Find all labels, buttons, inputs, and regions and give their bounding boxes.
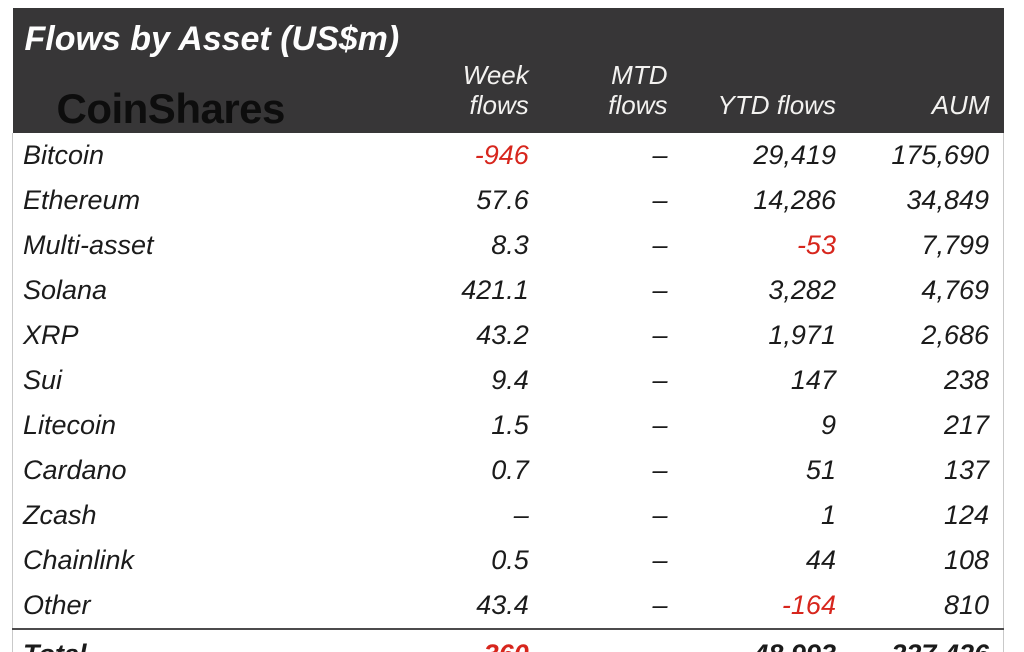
- week-flows-cell: 8.3: [491, 229, 529, 260]
- col-header-aum: AUM: [839, 90, 1004, 133]
- mtd-flows-cell: –: [652, 229, 668, 260]
- week-flows-cell: 57.6: [476, 184, 529, 215]
- week-flows-cell: 1.5: [491, 409, 529, 440]
- col-header-ytd-spacer: [671, 61, 840, 91]
- aum-cell: 2,686: [839, 312, 1004, 358]
- ytd-flows-cell: 44: [805, 544, 836, 575]
- week-flows-cell: 0.7: [491, 454, 529, 485]
- total-row: Total -360 – 48,993 227,426: [11, 627, 1004, 652]
- table-row: Bitcoin -946 – 29,419 175,690: [11, 132, 1004, 178]
- asset-name-cell: Zcash: [11, 492, 409, 538]
- table-row: Chainlink 0.5 – 44 108: [11, 537, 1004, 583]
- ytd-flows-cell: 1,971: [768, 319, 836, 350]
- table-row: Cardano 0.7 – 51 137: [11, 447, 1004, 493]
- asset-name-cell: Bitcoin: [11, 132, 409, 178]
- aum-cell: 7,799: [839, 222, 1004, 268]
- ytd-flows-cell: 1: [820, 499, 836, 530]
- ytd-flows-cell: -53: [796, 229, 836, 260]
- aum-cell: 34,849: [839, 177, 1004, 223]
- week-flows-cell: 421.1: [461, 274, 529, 305]
- week-flows-cell: 43.4: [476, 589, 529, 620]
- col-header-mtd-line2: flows: [532, 90, 672, 133]
- asset-name-cell: Solana: [11, 267, 409, 313]
- ytd-flows-cell: 51: [805, 454, 836, 485]
- table-row: Multi-asset 8.3 – -53 7,799: [11, 222, 1004, 268]
- mtd-flows-cell: –: [652, 139, 668, 170]
- flows-by-asset-table-container: Flows by Asset (US$m) CoinShares Week MT…: [11, 8, 1004, 652]
- column-header-row-top: CoinShares Week MTD: [12, 60, 1004, 133]
- aum-cell: 175,690: [839, 132, 1004, 178]
- page-title: Flows by Asset (US$m): [12, 8, 1004, 62]
- asset-name-cell: Multi-asset: [11, 222, 409, 268]
- aum-cell: 124: [839, 492, 1004, 538]
- ytd-flows-cell: 3,282: [768, 274, 836, 305]
- ytd-flows-cell: 147: [790, 364, 836, 395]
- asset-name-cell: Other: [11, 582, 409, 629]
- table-row: Litecoin 1.5 – 9 217: [11, 402, 1004, 448]
- ytd-flows-cell: 9: [820, 409, 836, 440]
- asset-name-cell: Ethereum: [11, 177, 409, 223]
- mtd-flows-cell: –: [652, 364, 668, 395]
- aum-cell: 4,769: [839, 267, 1004, 313]
- table-row: Other 43.4 – -164 810: [11, 582, 1004, 629]
- ytd-flows-cell: -164: [781, 589, 836, 620]
- asset-name-cell: Sui: [11, 357, 409, 403]
- aum-cell: 810: [839, 582, 1004, 629]
- asset-name-cell: Litecoin: [11, 402, 409, 448]
- mtd-flows-cell: –: [652, 589, 668, 620]
- week-flows-cell: 0.5: [491, 544, 529, 575]
- mtd-flows-cell: –: [652, 544, 668, 575]
- table-row: XRP 43.2 – 1,971 2,686: [11, 312, 1004, 358]
- mtd-flows-cell: –: [652, 274, 668, 305]
- mtd-flows-cell: –: [652, 409, 668, 440]
- week-flows-cell: -360: [408, 627, 533, 652]
- table-row: Sui 9.4 – 147 238: [11, 357, 1004, 403]
- col-header-aum-spacer: [839, 61, 1004, 91]
- week-flows-cell: 9.4: [491, 364, 529, 395]
- flows-by-asset-table: Flows by Asset (US$m) CoinShares Week MT…: [11, 8, 1004, 652]
- col-header-mtd-line1: MTD: [532, 60, 672, 91]
- ytd-flows-cell: 14,286: [753, 184, 836, 215]
- mtd-flows-cell: –: [532, 627, 672, 652]
- mtd-flows-cell: –: [652, 499, 668, 530]
- week-flows-cell: -946: [474, 139, 529, 170]
- week-flows-cell: 43.2: [476, 319, 529, 350]
- mtd-flows-cell: –: [652, 184, 668, 215]
- aum-cell: 108: [839, 537, 1004, 583]
- coinshares-logo: CoinShares: [12, 61, 409, 133]
- column-header-row-bottom: flows flows YTD flows AUM: [13, 90, 1004, 133]
- asset-name-cell: Chainlink: [11, 537, 409, 583]
- mtd-flows-cell: –: [652, 454, 668, 485]
- aum-cell: 227,426: [839, 627, 1004, 652]
- mtd-flows-cell: –: [652, 319, 668, 350]
- col-header-ytd: YTD flows: [671, 90, 840, 133]
- asset-name-cell: Total: [11, 627, 409, 652]
- table-row: Solana 421.1 – 3,282 4,769: [11, 267, 1004, 313]
- aum-cell: 238: [839, 357, 1004, 403]
- aum-cell: 137: [839, 447, 1004, 493]
- table-body: Bitcoin -946 – 29,419 175,690 Ethereum 5…: [11, 132, 1004, 652]
- ytd-flows-cell: 48,993: [671, 627, 840, 652]
- ytd-flows-cell: 29,419: [753, 139, 836, 170]
- aum-cell: 217: [839, 402, 1004, 448]
- col-header-week-line2: flows: [408, 90, 533, 133]
- week-flows-cell: –: [513, 499, 529, 530]
- col-header-week-line1: Week: [408, 60, 533, 91]
- asset-name-cell: Cardano: [11, 447, 409, 493]
- table-row: Zcash – – 1 124: [11, 492, 1004, 538]
- asset-name-cell: XRP: [11, 312, 409, 358]
- table-row: Ethereum 57.6 – 14,286 34,849: [11, 177, 1004, 223]
- title-row: Flows by Asset (US$m): [12, 8, 1004, 62]
- table-header: Flows by Asset (US$m) CoinShares Week MT…: [12, 8, 1004, 133]
